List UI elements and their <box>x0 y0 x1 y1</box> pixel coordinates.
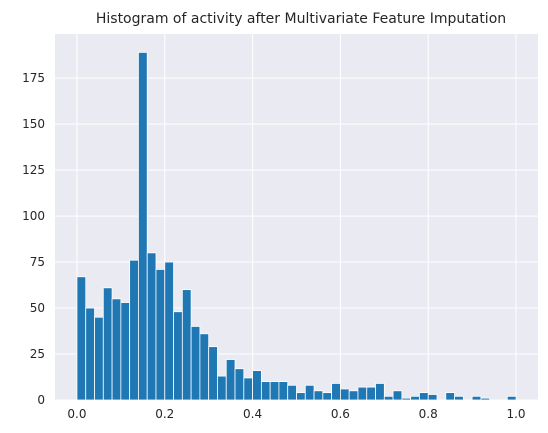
histogram-bar <box>506 395 517 401</box>
y-tick-label: 75 <box>30 255 45 269</box>
histogram-bar <box>296 392 306 401</box>
histogram-bar <box>357 386 368 401</box>
histogram-bar <box>427 394 438 401</box>
y-axis: 0 25 50 75 100 125 150 175 <box>22 71 45 407</box>
histogram-bars <box>76 51 517 401</box>
histogram-bar <box>173 311 183 401</box>
x-tick-label: 0.8 <box>419 407 438 421</box>
histogram-bar <box>94 316 104 401</box>
histogram-bar <box>304 384 315 401</box>
x-tick-label: 0.0 <box>67 407 86 421</box>
histogram-bar <box>138 51 148 401</box>
histogram-bar <box>155 269 166 401</box>
y-tick-label: 175 <box>22 71 45 85</box>
histogram-bar <box>278 381 289 401</box>
histogram-bar <box>225 359 236 401</box>
histogram-bar <box>366 386 376 401</box>
x-tick-label: 0.4 <box>243 407 262 421</box>
histogram-bar <box>445 392 455 401</box>
histogram-bar <box>392 390 403 401</box>
histogram-bar <box>331 383 341 401</box>
histogram-bar <box>480 397 491 401</box>
histogram-bar <box>419 392 429 401</box>
histogram-bar <box>76 276 87 401</box>
histogram-bar <box>454 395 464 401</box>
histogram-bar <box>111 298 122 401</box>
y-tick-label: 25 <box>30 347 45 361</box>
x-tick-label: 0.6 <box>331 407 350 421</box>
histogram-bar <box>181 289 192 401</box>
histogram-bar <box>217 375 227 401</box>
histogram-bar <box>322 392 333 401</box>
histogram-bar <box>348 390 359 401</box>
y-tick-label: 0 <box>37 393 45 407</box>
histogram-bar <box>199 333 210 401</box>
histogram-bar <box>190 326 201 401</box>
histogram-bar <box>471 395 482 401</box>
histogram-bar <box>146 252 157 401</box>
y-tick-label: 100 <box>22 209 45 223</box>
x-tick-label: 0.2 <box>155 407 174 421</box>
y-tick-label: 50 <box>30 301 45 315</box>
histogram-bar <box>410 395 420 401</box>
histogram-bar <box>313 390 324 401</box>
histogram-bar <box>243 377 253 401</box>
histogram-bar <box>129 259 139 401</box>
histogram-bar <box>164 261 174 401</box>
chart-title: Histogram of activity after Multivariate… <box>96 11 506 27</box>
histogram-bar <box>120 302 131 401</box>
x-axis: 0.0 0.2 0.4 0.6 0.8 1.0 <box>67 407 525 421</box>
histogram-bar <box>85 307 95 401</box>
histogram-bar <box>234 368 245 401</box>
histogram-bar <box>401 397 412 401</box>
histogram-bar <box>260 381 271 401</box>
histogram-bar <box>383 395 394 401</box>
y-tick-label: 150 <box>22 117 45 131</box>
y-tick-label: 125 <box>22 163 45 177</box>
histogram-bar <box>269 381 280 401</box>
histogram-bar <box>287 384 297 401</box>
histogram-bar <box>102 287 113 401</box>
histogram-bar <box>208 346 218 401</box>
histogram-bar <box>252 370 262 401</box>
histogram-bar <box>340 388 350 401</box>
x-tick-label: 1.0 <box>506 407 525 421</box>
histogram-bar <box>375 383 385 401</box>
